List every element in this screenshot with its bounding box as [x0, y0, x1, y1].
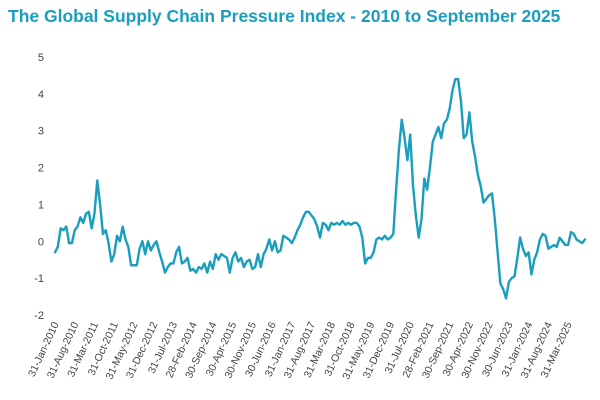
y-axis: 5 4 3 2 1 0 -1 -2: [34, 52, 44, 322]
y-tick-label: -1: [34, 273, 44, 285]
plot-area: [53, 77, 587, 300]
y-tick-label: 0: [38, 236, 44, 248]
y-tick-label: 4: [38, 89, 44, 101]
y-tick-label: 3: [38, 126, 44, 138]
series-line: [53, 77, 587, 300]
chart-title: The Global Supply Chain Pressure Index -…: [8, 6, 561, 26]
x-axis: 31-Jan-201031-Aug-201031-Mar-201131-Oct-…: [26, 320, 575, 381]
y-tick-label: 1: [38, 199, 44, 211]
y-tick-label: 2: [38, 163, 44, 175]
y-tick-label: 5: [38, 52, 44, 64]
y-tick-label: -2: [34, 310, 44, 322]
